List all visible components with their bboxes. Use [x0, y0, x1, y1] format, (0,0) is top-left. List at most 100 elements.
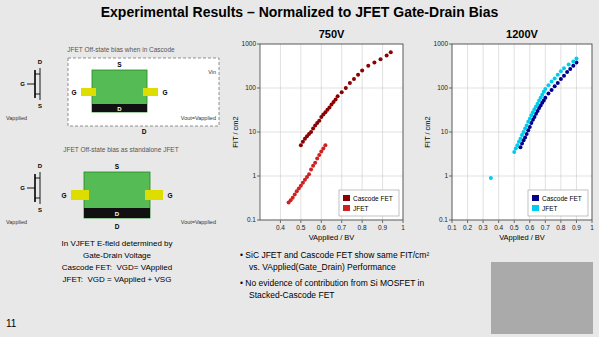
tick-mark: [576, 220, 577, 223]
diagram-label: D: [38, 59, 43, 65]
tick-mark: [449, 44, 452, 45]
legend-swatch: [343, 195, 350, 201]
points: [489, 56, 579, 180]
tick-label: 0.2: [463, 224, 472, 231]
background: [0, 0, 599, 337]
tick-label: 100: [245, 84, 256, 91]
tick-label: 0.1: [439, 216, 448, 223]
scatter-point: [556, 73, 560, 77]
schematic-line: [35, 94, 40, 95]
scatter-point: [515, 143, 519, 147]
scatter-point: [352, 77, 356, 81]
diagram-label: JFET Off-state bias when in Cascode: [67, 46, 175, 53]
scatter-point: [512, 150, 516, 154]
chart: 0.40.50.60.70.80.910.11101001000750VVApp…: [231, 28, 405, 242]
diagram-label: D: [38, 163, 43, 169]
legend-label: JFET: [353, 205, 369, 212]
diagram-label: S: [38, 103, 42, 109]
tick-mark: [592, 220, 593, 223]
plot-frame: [260, 44, 403, 220]
scatter-point: [568, 67, 572, 71]
tick-mark: [467, 220, 468, 223]
device-region: [84, 208, 150, 218]
scatter-point: [323, 143, 327, 147]
scatter-point: [553, 76, 557, 80]
scatter-point: [522, 130, 526, 134]
chart-title: 1200V: [506, 28, 538, 40]
scatter-point: [321, 147, 325, 151]
tick-label: 0.3: [479, 224, 488, 231]
tick-mark: [341, 220, 342, 223]
schematic-line: [40, 68, 41, 100]
scatter-point: [309, 168, 313, 172]
slide: Experimental Results – Normalized to JFE…: [0, 0, 599, 337]
scatter-point: [571, 64, 575, 68]
tick-mark: [449, 88, 452, 89]
diagram-label: S: [38, 207, 42, 213]
scatter-point: [366, 64, 370, 68]
scatter-point: [543, 96, 547, 100]
tick-mark: [449, 132, 452, 133]
schematic-line: [35, 74, 40, 75]
tick-label: 100: [437, 84, 448, 91]
diagram-label: G: [20, 81, 25, 87]
grid-line: [452, 88, 592, 89]
diagram-label: JFET Off-state bias as standalone JFET: [63, 146, 178, 153]
schematic-line: [35, 178, 40, 179]
schematic-line: [27, 188, 35, 189]
plot-area: [260, 44, 403, 220]
axis-label: VApplied / BV: [309, 233, 355, 242]
legend-label: JFET: [542, 205, 558, 212]
scatter-point: [315, 156, 319, 160]
diagram-label: Vapplied: [6, 115, 27, 121]
tick-mark: [257, 132, 260, 133]
slide-title: Experimental Results – Normalized to JFE…: [101, 4, 499, 20]
scatter-point: [546, 91, 550, 95]
slide-number: 11: [6, 318, 17, 329]
tick-label: 0.8: [358, 224, 367, 231]
scatter-point: [336, 94, 340, 98]
diagram-label: S: [115, 163, 120, 170]
scatter-point: [307, 172, 311, 176]
bullet-text: vs. VApplied(Gate_Drain) Performance: [249, 262, 396, 272]
tick-label: 0.1: [447, 224, 456, 231]
scatter-point: [340, 90, 344, 94]
tick-label: 0.4: [494, 224, 503, 231]
tick-label: 0.7: [337, 224, 346, 231]
tick-mark: [321, 220, 322, 223]
legend: Cascode FET JFET: [339, 190, 399, 216]
tick-mark: [560, 220, 561, 223]
scatter-point: [360, 68, 364, 72]
tick-mark: [257, 44, 260, 45]
diagram-label: Cascode FET: VGD= VApplied: [62, 263, 172, 272]
diagram-label: D: [115, 223, 120, 230]
scatter-point: [574, 56, 578, 60]
tick-label: 0.5: [510, 224, 519, 231]
legend-swatch: [343, 205, 350, 211]
legend-label: Cascode FET: [542, 195, 582, 202]
scatter-point: [567, 63, 571, 67]
scatter-point: [546, 83, 550, 87]
diagram-label: Vout=Vapplied: [181, 115, 216, 121]
tick-mark: [498, 220, 499, 223]
schematic-line: [40, 172, 41, 204]
scatter-point: [389, 50, 393, 54]
axis-label: FIT / cm2: [423, 116, 432, 148]
scatter-point: [565, 70, 569, 74]
scatter-point: [562, 74, 566, 78]
scatter-point: [299, 143, 303, 147]
tick-mark: [257, 176, 260, 177]
diagram-label: D: [142, 128, 147, 135]
tick-label: 1: [590, 224, 594, 231]
diagram-label: Vapplied: [6, 219, 27, 225]
tick-mark: [545, 220, 546, 223]
diagram-label: Vin: [208, 69, 216, 75]
legend-label: Cascode FET: [353, 195, 393, 202]
tick-mark: [403, 220, 404, 223]
scatter-point: [356, 73, 360, 77]
device-region: [143, 88, 158, 96]
scatter-point: [317, 153, 321, 157]
tick-label: 0.1: [247, 216, 256, 223]
scatter-point: [313, 161, 317, 165]
diagram-label: G: [162, 89, 167, 96]
